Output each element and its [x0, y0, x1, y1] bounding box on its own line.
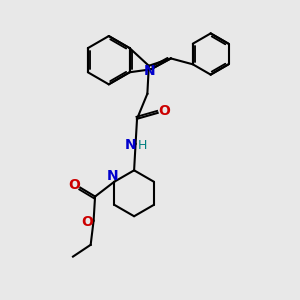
Text: O: O: [68, 178, 80, 192]
Text: O: O: [158, 104, 170, 118]
Text: O: O: [81, 215, 93, 229]
Text: N: N: [107, 169, 118, 184]
Text: N: N: [124, 138, 136, 152]
Text: H: H: [137, 139, 147, 152]
Text: N: N: [144, 64, 155, 78]
